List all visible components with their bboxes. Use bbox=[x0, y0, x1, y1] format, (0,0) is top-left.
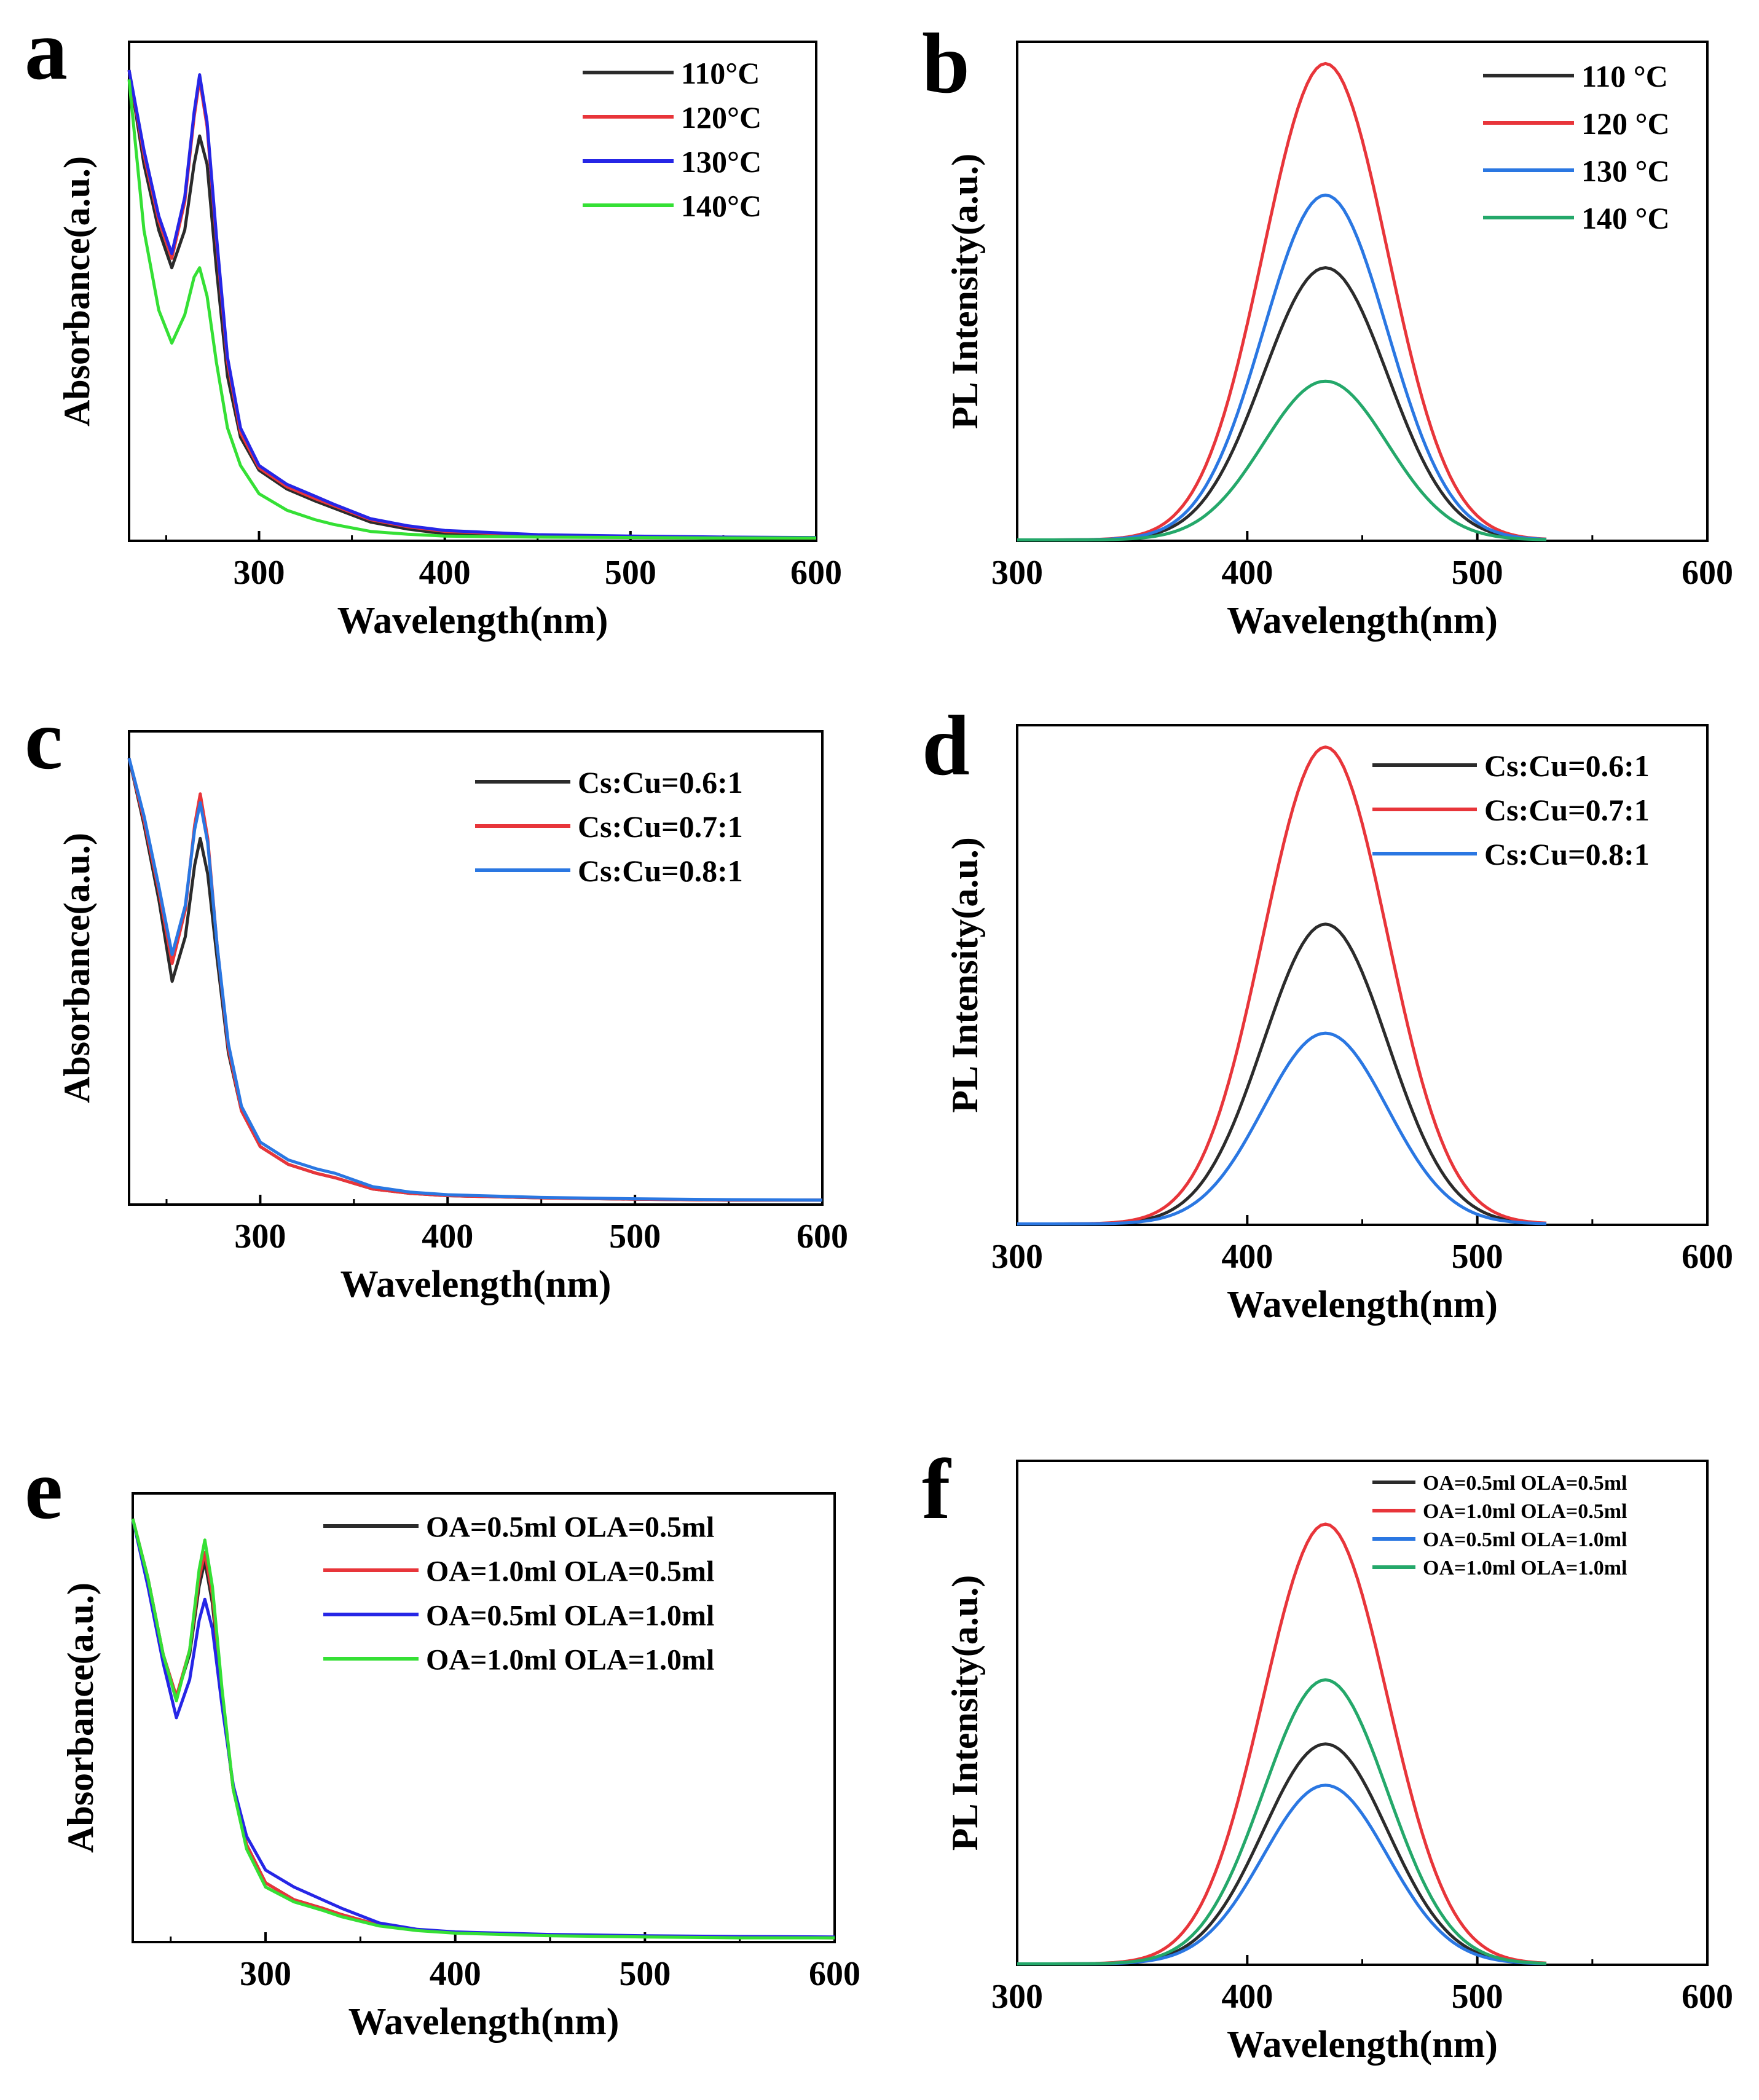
y-axis-label: Absorbance(a.u.) bbox=[60, 1583, 101, 1853]
legend-label: Cs:Cu=0.7:1 bbox=[578, 809, 743, 844]
series-line-3 bbox=[1017, 1031, 1547, 1225]
y-axis-label: Absorbance(a.u.) bbox=[57, 156, 97, 427]
panel-e: e 300 400 500 600 Wavelength(nm) Absorbance(a.… bbox=[25, 1442, 860, 2043]
series-line-4 bbox=[127, 79, 816, 540]
legend-label: 130 °C bbox=[1581, 154, 1670, 188]
x-tick-label: 400 bbox=[430, 1955, 481, 1993]
x-tick-label: 400 bbox=[1221, 1238, 1273, 1276]
x-tick-label: 600 bbox=[1682, 554, 1733, 592]
legend-label: OA=1.0ml OLA=0.5ml bbox=[1423, 1500, 1627, 1523]
series-line-4 bbox=[1017, 379, 1547, 541]
y-axis-label: PL Intensity(a.u.) bbox=[945, 1575, 985, 1850]
panel-d: d 300 400 500 600 Wavelength(nm) PL Intensity(… bbox=[922, 698, 1733, 1326]
plot-frame bbox=[128, 41, 817, 542]
legend-label: OA=0.5ml OLA=0.5ml bbox=[1423, 1472, 1627, 1495]
series-line-4 bbox=[1017, 1678, 1547, 1965]
x-axis-label: Wavelength(nm) bbox=[1227, 2024, 1498, 2066]
x-tick-label: 300 bbox=[240, 1955, 291, 1993]
series-line-1 bbox=[127, 69, 817, 540]
x-tick-label: 500 bbox=[609, 1217, 661, 1256]
x-axis-label: Wavelength(nm) bbox=[340, 1264, 612, 1305]
x-tick-label: 500 bbox=[1452, 1978, 1503, 2016]
panel-b: b 300 400 500 600 Wavelength(nm) PL Intensity(… bbox=[922, 16, 1733, 642]
x-tick-label: 500 bbox=[1452, 1238, 1503, 1276]
series-line-2 bbox=[1017, 745, 1547, 1225]
x-axis-label: Wavelength(nm) bbox=[1227, 1284, 1498, 1326]
legend-label: 140 °C bbox=[1581, 201, 1670, 235]
plot-frame bbox=[132, 1492, 836, 1943]
legend-label: Cs:Cu=0.8:1 bbox=[578, 854, 743, 888]
y-axis-label: PL Intensity(a.u.) bbox=[945, 837, 985, 1112]
legend-label: 120 °C bbox=[1581, 106, 1670, 141]
panel-label: d bbox=[922, 698, 970, 793]
legend-label: Cs:Cu=0.6:1 bbox=[1484, 749, 1650, 783]
legend-label: 140°C bbox=[681, 189, 761, 223]
series-line-1 bbox=[1017, 266, 1547, 541]
x-axis-label: Wavelength(nm) bbox=[348, 2001, 620, 2043]
x-axis-label: Wavelength(nm) bbox=[337, 600, 608, 642]
x-tick-label: 400 bbox=[1221, 1978, 1273, 2016]
legend-label: Cs:Cu=0.8:1 bbox=[1484, 837, 1650, 871]
series-line-2 bbox=[127, 69, 817, 540]
legend-label: OA=0.5ml OLA=1.0ml bbox=[1423, 1528, 1627, 1551]
panel-f: f 300 400 500 600 Wavelength(nm) PL Intensity(… bbox=[922, 1442, 1733, 2066]
panel-label: e bbox=[25, 1442, 63, 1537]
x-tick-label: 300 bbox=[991, 554, 1043, 592]
panel-label: a bbox=[25, 2, 68, 98]
x-tick-label: 600 bbox=[1682, 1978, 1733, 2016]
panel-c: c 300 400 500 600 Wavelength(nm) Absorbance(a.… bbox=[25, 692, 848, 1305]
series-line-3 bbox=[1017, 1783, 1547, 1965]
legend-label: Cs:Cu=0.6:1 bbox=[578, 765, 743, 800]
x-tick-label: 300 bbox=[991, 1978, 1043, 2016]
legend-label: Cs:Cu=0.7:1 bbox=[1484, 793, 1650, 827]
panel-label: c bbox=[25, 692, 63, 787]
x-tick-label: 500 bbox=[605, 554, 656, 592]
legend-label: 130°C bbox=[681, 144, 761, 179]
x-tick-label: 600 bbox=[790, 554, 842, 592]
x-tick-label: 400 bbox=[1221, 554, 1273, 592]
legend-label: 110°C bbox=[681, 56, 760, 90]
series-line-3 bbox=[127, 757, 823, 1202]
legend-label: OA=1.0ml OLA=1.0ml bbox=[426, 1643, 714, 1676]
panel-label: b bbox=[922, 16, 970, 111]
plot-frame bbox=[128, 730, 824, 1206]
panel-a: a 300 400 500 600 Wavelength(nm) Absorbance(a.… bbox=[25, 2, 842, 642]
legend-label: 110 °C bbox=[1581, 59, 1668, 93]
x-tick-label: 600 bbox=[1682, 1238, 1733, 1276]
x-tick-label: 600 bbox=[797, 1217, 848, 1256]
y-axis-label: PL Intensity(a.u.) bbox=[945, 154, 985, 429]
x-tick-label: 600 bbox=[809, 1955, 860, 1993]
x-tick-label: 300 bbox=[234, 554, 285, 592]
y-axis-label: Absorbance(a.u.) bbox=[57, 833, 97, 1103]
x-tick-label: 500 bbox=[619, 1955, 671, 1993]
legend-label: OA=1.0ml OLA=0.5ml bbox=[426, 1555, 714, 1587]
series-line-2 bbox=[1017, 61, 1547, 541]
x-tick-label: 400 bbox=[419, 554, 471, 592]
legend-label: 120°C bbox=[681, 100, 761, 135]
panel-label: f bbox=[922, 1442, 951, 1537]
legend-label: OA=0.5ml OLA=0.5ml bbox=[426, 1511, 714, 1543]
legend-label: OA=1.0ml OLA=1.0ml bbox=[1423, 1557, 1627, 1579]
x-tick-label: 300 bbox=[234, 1217, 286, 1256]
x-tick-label: 400 bbox=[422, 1217, 473, 1256]
series-line-4 bbox=[131, 1518, 835, 1940]
x-tick-label: 300 bbox=[991, 1238, 1043, 1276]
x-axis-label: Wavelength(nm) bbox=[1227, 600, 1498, 642]
x-tick-label: 500 bbox=[1452, 554, 1503, 592]
legend-label: OA=0.5ml OLA=1.0ml bbox=[426, 1599, 714, 1632]
series-line-3 bbox=[1017, 194, 1547, 541]
series-line-3 bbox=[127, 69, 817, 540]
